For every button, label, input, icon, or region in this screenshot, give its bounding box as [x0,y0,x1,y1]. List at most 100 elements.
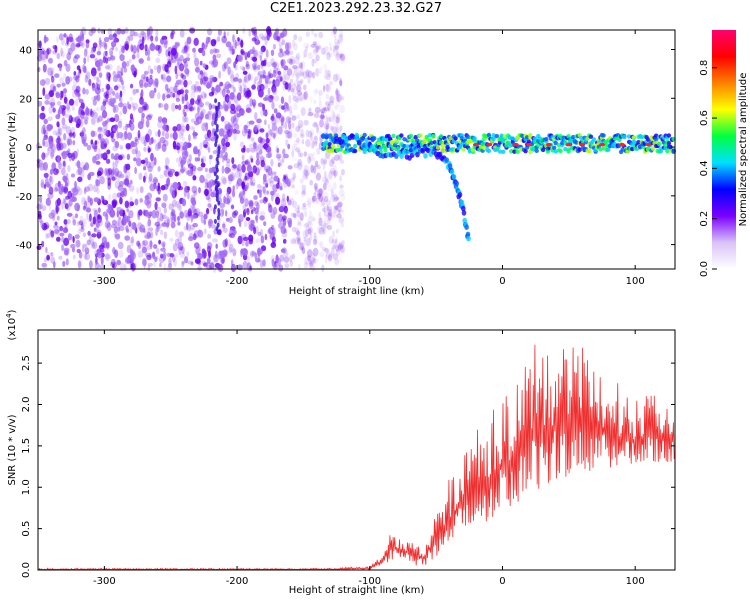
noise-cell [157,217,161,224]
noise-cell [296,146,301,154]
noise-cell [188,80,193,85]
noise-cell [216,53,222,58]
noise-cell [84,162,90,171]
noise-cell [226,158,231,164]
noise-cell [307,220,313,226]
noise-cell [146,231,151,239]
noise-cell [46,251,52,257]
streak-cell [215,134,219,140]
noise-cell [146,198,152,205]
noise-cell [61,126,68,131]
noise-cell [184,256,189,264]
peak-cell [579,142,586,147]
noise-cell [339,80,343,87]
signal-cell [534,148,539,153]
noise-cell [118,94,122,102]
signal-cell [515,149,520,154]
noise-cell [289,58,294,66]
noise-cell [195,81,200,86]
noise-cell [297,119,304,129]
noise-cell [137,33,143,38]
noise-cell [280,59,286,66]
noise-cell [323,227,326,235]
noise-cell [153,176,158,183]
noise-cell [210,104,216,109]
noise-cell [196,103,203,110]
noise-cell [124,200,129,209]
noise-cell [50,256,56,264]
noise-cell [194,258,201,264]
noise-cell [339,175,342,182]
noise-cell [111,45,115,51]
noise-cell [246,164,252,173]
noise-cell [100,138,106,145]
noise-cell [335,88,339,96]
noise-cell [240,39,244,48]
noise-cell [92,73,97,81]
noise-cell [224,106,229,113]
noise-cell [108,193,112,202]
noise-cell [251,251,255,256]
noise-cell [182,180,188,187]
branch-cell [331,136,336,142]
noise-cell [335,203,342,213]
branch-cell [399,153,404,159]
noise-cell [276,67,281,73]
noise-cell [339,159,345,164]
noise-cell [312,71,315,79]
noise-cell [104,93,109,99]
noise-cell [161,202,167,208]
noise-cell [56,236,61,242]
noise-cell [36,203,42,211]
noise-cell [112,75,118,83]
noise-cell [219,208,225,218]
noise-cell [274,29,279,39]
noise-cell [200,158,204,164]
noise-cell [40,220,44,229]
noise-cell [272,125,277,132]
noise-cell [246,182,250,190]
noise-cell [226,239,232,247]
spectrogram-cells [36,26,676,274]
signal-cell [646,137,651,142]
noise-cell [112,70,117,77]
noise-cell [208,103,212,111]
noise-cell [50,209,56,217]
noise-cell [140,77,146,82]
noise-cell [124,131,128,140]
branch-cell [340,133,346,140]
noise-cell [332,193,338,203]
noise-cell [126,256,130,265]
noise-cell [300,161,303,168]
noise-cell [203,44,207,50]
noise-cell [116,259,121,266]
noise-cell [322,162,326,170]
noise-cell [271,117,277,126]
noise-cell [269,128,273,137]
noise-cell [264,82,269,89]
noise-cell [147,113,153,118]
noise-cell [45,197,51,206]
noise-cell [64,225,68,233]
noise-cell [251,84,256,90]
noise-cell [293,212,297,219]
noise-cell [109,47,113,57]
noise-cell [255,225,259,235]
noise-cell [126,35,131,44]
noise-cell [132,88,136,96]
noise-cell [141,36,145,45]
noise-cell [139,198,143,203]
noise-cell [65,126,72,135]
noise-cell [277,35,281,43]
noise-cell [56,36,59,43]
noise-cell [165,124,170,132]
noise-cell [297,125,301,132]
noise-cell [244,198,249,207]
noise-cell [111,176,117,181]
noise-cell [191,185,198,194]
noise-cell [301,190,306,198]
noise-cell [221,155,225,163]
noise-cell [201,49,206,57]
noise-cell [110,41,117,48]
noise-cell [271,101,275,110]
